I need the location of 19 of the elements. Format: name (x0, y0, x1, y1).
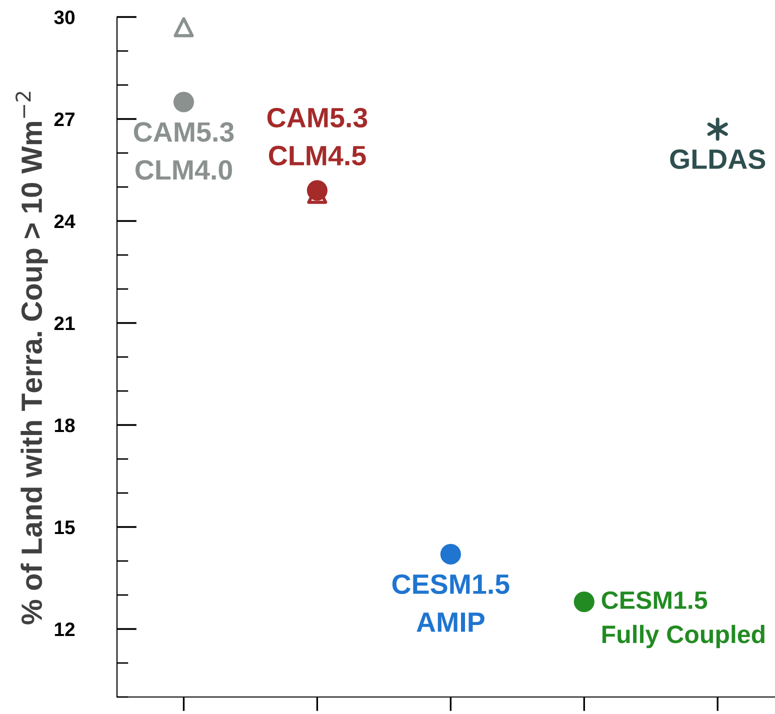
y-tick-label: 12 (54, 622, 75, 636)
y-tick-label: 27 (54, 112, 74, 126)
point (707, 118, 728, 141)
y-tick-label: 21 (54, 316, 75, 330)
y-tick-label: 24 (54, 214, 76, 228)
series-label: CESM1.5 Fully Coupled (602, 591, 764, 648)
y-tick-label: 30 (54, 10, 75, 24)
series-label: CESM1.5 AMIP (392, 574, 510, 632)
y-axis-title: % of Land with Terra. Coup > 10 Wm$^{−2}$ (15, 92, 48, 624)
point (173, 92, 194, 112)
point (174, 17, 194, 38)
y-tick-label: 18 (54, 418, 75, 432)
y-tick-label: 15 (54, 520, 75, 534)
series-label: GLDAS (670, 149, 766, 170)
point (306, 180, 328, 201)
point (440, 544, 461, 564)
series-label: CAM5.3 CLM4.5 (267, 108, 368, 166)
series-label: CAM5.3 CLM4.0 (134, 122, 234, 180)
point (574, 592, 594, 612)
